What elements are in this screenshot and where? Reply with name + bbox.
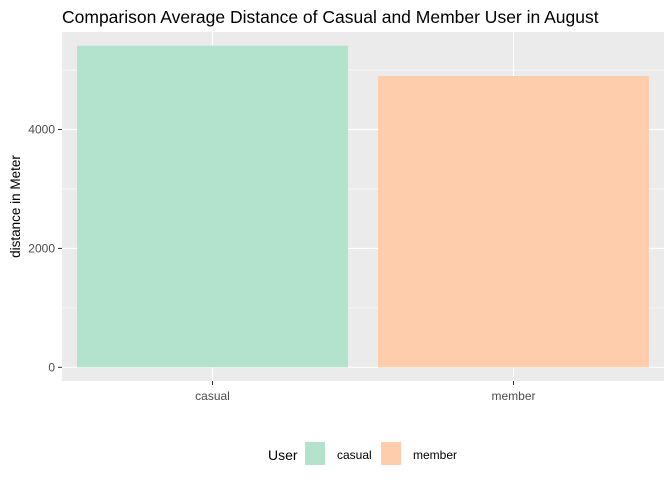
x-tick-label: casual [195,389,230,403]
legend-key-member [381,442,401,465]
x-tick-label: member [491,389,535,403]
legend-label-member: member [413,448,457,462]
bar-member [378,75,649,368]
bars [77,45,649,368]
x-axis: casual member [195,381,536,403]
y-tick-label: 2000 [28,241,55,255]
y-axis: 0 2000 4000 [28,123,62,374]
y-axis-title: distance in Meter [8,155,23,258]
y-tick-label: 4000 [28,123,55,137]
legend-key-casual [305,442,325,465]
chart-title: Comparison Average Distance of Casual an… [62,7,599,27]
bar-casual [77,45,348,368]
y-tick-label: 0 [48,360,55,374]
legend: User casual member [268,442,457,465]
legend-label-casual: casual [337,448,372,462]
legend-title: User [268,447,298,463]
